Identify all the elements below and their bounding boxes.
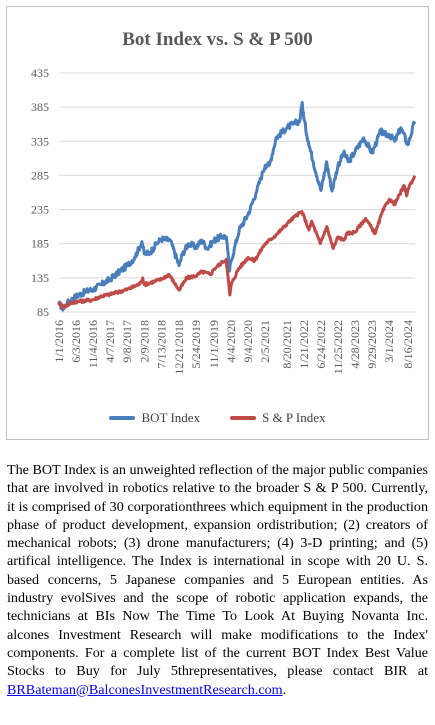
x-tick-label: 2/5/2021 — [258, 320, 272, 363]
x-tick-label: 1/1/2016 — [52, 320, 66, 363]
description-end: . — [282, 681, 287, 698]
x-tick-label: 11/25/2022 — [331, 320, 345, 374]
y-tick-label: 435 — [31, 66, 49, 80]
description-text: The BOT Index is an unweighted reflectio… — [7, 462, 428, 680]
x-tick-label: 6/24/2022 — [314, 320, 328, 369]
x-tick-label: 2/9/2018 — [137, 320, 151, 363]
y-tick-label: 185 — [31, 237, 49, 251]
y-tick-label: 235 — [31, 203, 49, 217]
legend-label-bot-index: BOT Index — [141, 410, 201, 425]
y-tick-label: 335 — [31, 134, 49, 148]
y-tick-label: 85 — [37, 305, 49, 319]
x-tick-label: 4/7/2017 — [103, 320, 117, 363]
chart-title: Bot Index vs. S & P 500 — [122, 29, 313, 50]
x-tick-label: 4/4/2020 — [224, 320, 238, 363]
contact-email-link[interactable]: BRBateman@BalconesInvestmentResearch.com — [7, 681, 283, 698]
series-line-sp-index — [57, 175, 416, 310]
x-tick-label: 8/20/2021 — [280, 320, 294, 369]
legend-label-sp-index: S & P Index — [262, 410, 326, 425]
x-tick-label: 8/16/2024 — [401, 320, 415, 369]
x-tick-label: 6/3/2016 — [69, 320, 83, 363]
x-tick-label: 3/1/2024 — [382, 320, 396, 363]
x-tick-label: 7/13/2018 — [154, 320, 168, 369]
x-tick-label: 9/8/2017 — [120, 320, 134, 363]
y-tick-label: 285 — [31, 168, 49, 182]
chart-container: Bot Index vs. S & P 500 85 135 185 235 285 33… — [6, 6, 429, 440]
x-tick-label: 9/4/2020 — [241, 320, 255, 363]
x-tick-label: 11/1/2019 — [207, 320, 221, 368]
x-tick-label: 4/28/2023 — [348, 320, 362, 369]
y-tick-label: 135 — [31, 271, 49, 285]
chart-legend: BOT Index S & P Index — [7, 410, 428, 426]
legend-item-bot-index: BOT Index — [109, 410, 200, 426]
y-tick-label: 385 — [31, 100, 49, 114]
x-tick-label: 11/4/2016 — [86, 320, 100, 368]
description-paragraph: The BOT Index is an unweighted reflectio… — [7, 461, 428, 699]
x-tick-label: 5/24/2019 — [189, 320, 203, 369]
legend-item-sp-index: S & P Index — [230, 410, 326, 426]
legend-swatch-sp-index — [230, 416, 257, 420]
x-tick-label: 9/29/2023 — [365, 320, 379, 369]
x-tick-label: 12/21/2018 — [172, 320, 186, 375]
x-tick-label: 1/21/2022 — [297, 320, 311, 369]
series-line-bot-index — [57, 100, 416, 312]
legend-swatch-bot-index — [109, 416, 136, 420]
